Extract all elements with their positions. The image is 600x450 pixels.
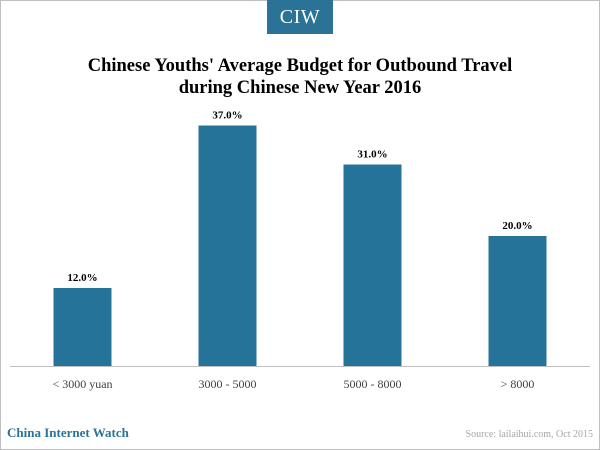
category-label-1: < 3000 yuan — [52, 377, 112, 391]
data-label-3: 31.0% — [357, 149, 387, 161]
category-label-4: > 8000 — [501, 377, 535, 391]
bar-4 — [488, 236, 547, 366]
ciw-logo: CIW — [267, 0, 333, 34]
data-label-2: 37.0% — [212, 110, 242, 122]
chart-title-line-1: Chinese Youths' Average Budget for Outbo… — [87, 56, 513, 76]
source-note: Source: lailaihui.com, Oct 2015 — [465, 429, 593, 440]
footer-brand-name: China Internet Watch — [7, 425, 129, 440]
bar-1 — [53, 288, 112, 366]
chart-title: Chinese Youths' Average Budget for Outbo… — [0, 55, 600, 99]
bar-2 — [198, 125, 257, 366]
data-label-4: 20.0% — [502, 220, 532, 232]
bar-3 — [343, 164, 402, 366]
chart-title-line-2: during Chinese New Year 2016 — [178, 78, 422, 98]
category-label-3: 5000 - 8000 — [344, 377, 402, 391]
data-label-1: 12.0% — [67, 272, 97, 284]
category-label-2: 3000 - 5000 — [199, 377, 257, 391]
